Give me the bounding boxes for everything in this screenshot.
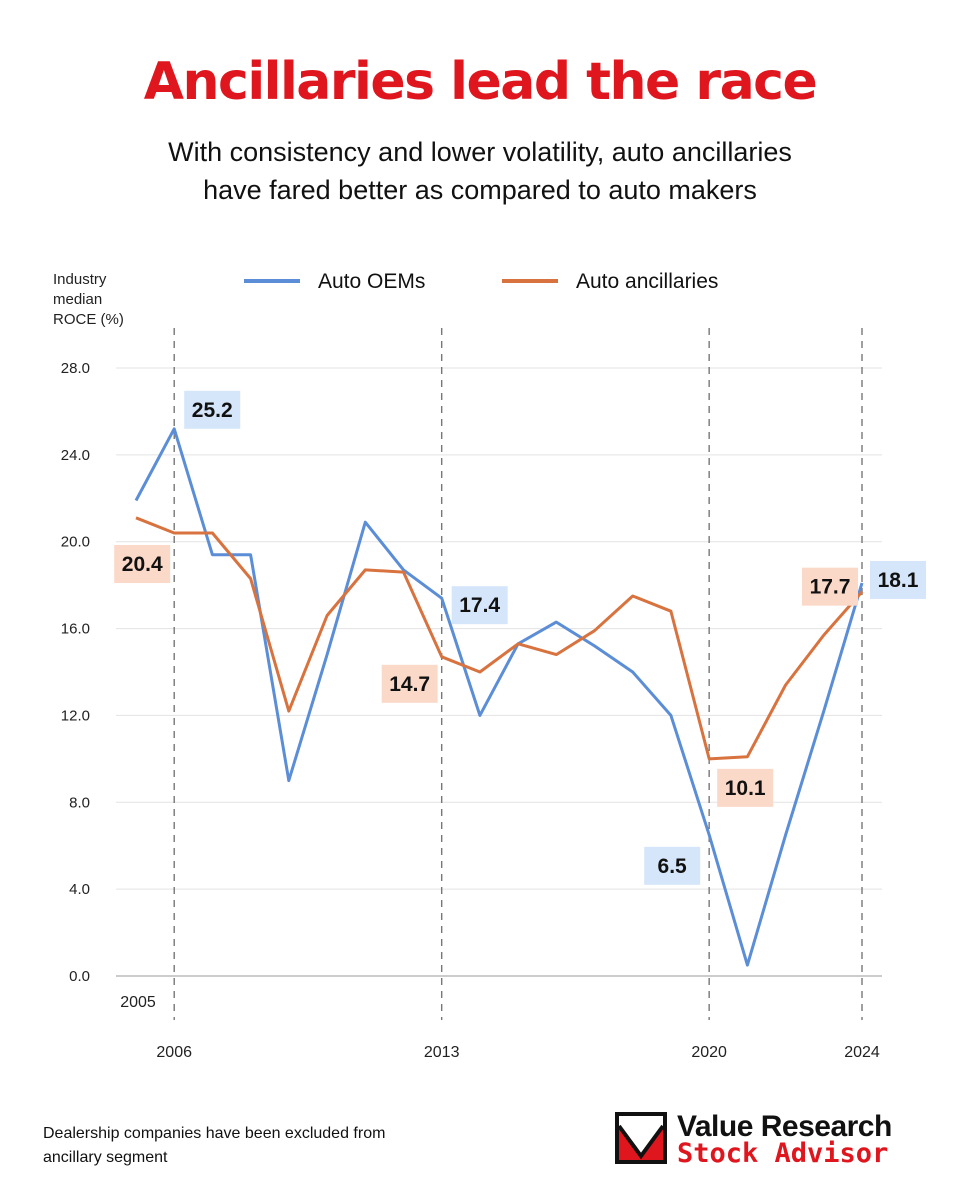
data-label-value: 6.5 [658, 855, 688, 878]
data-point [210, 531, 214, 535]
data-point [325, 614, 329, 618]
data-label-box [644, 846, 701, 885]
x-tick-label: 2020 [691, 1044, 727, 1061]
data-label-value: 17.7 [810, 576, 851, 599]
brand-name: Value Research [677, 1110, 892, 1143]
data-label-value: 14.7 [389, 673, 430, 696]
data-point [554, 653, 558, 657]
data-label-box [717, 768, 774, 807]
data-point [860, 581, 864, 585]
data-point [401, 570, 405, 574]
chart-title: Ancillaries lead the race [143, 52, 818, 112]
data-point [822, 709, 826, 713]
brand-logo: Value Research Stock Advisor [615, 1110, 935, 1170]
data-point [669, 609, 673, 613]
data-label-value: 25.2 [192, 399, 233, 422]
data-label: 17.7 [802, 567, 858, 606]
x-tick-label: 2024 [844, 1044, 880, 1061]
data-label-box [802, 567, 858, 606]
chart-subtitle: With consistency and lower volatility, a… [0, 133, 960, 209]
data-label: 10.1 [717, 768, 774, 807]
y-tick-label: 20.0 [61, 534, 90, 551]
data-point [440, 596, 444, 600]
data-point [478, 713, 482, 717]
data-point [707, 833, 711, 837]
data-point [363, 568, 367, 572]
data-label: 18.1 [870, 560, 926, 599]
y-tick-label: 12.0 [61, 707, 90, 724]
data-label-value: 10.1 [725, 777, 766, 800]
legend-label: Auto OEMs [318, 270, 425, 293]
brand-product: Stock Advisor [677, 1138, 889, 1169]
data-point [860, 590, 864, 594]
data-point [287, 709, 291, 713]
data-point [134, 516, 138, 520]
data-point [440, 655, 444, 659]
data-point [631, 594, 635, 598]
data-point [784, 833, 788, 837]
y-axis-label: ROCE (%) [53, 311, 124, 328]
data-point [516, 642, 520, 646]
data-point [478, 670, 482, 674]
data-label-value: 18.1 [878, 569, 919, 592]
data-point [745, 755, 749, 759]
series-line [134, 427, 864, 967]
data-label: 17.4 [451, 586, 508, 625]
y-tick-label: 16.0 [61, 621, 90, 638]
data-point [325, 653, 329, 657]
data-point [172, 427, 176, 431]
data-label: 25.2 [184, 390, 241, 429]
data-point [707, 757, 711, 761]
data-point [134, 498, 138, 502]
legend-label: Auto ancillaries [576, 270, 718, 293]
data-point [210, 553, 214, 557]
data-label-value: 17.4 [459, 594, 500, 617]
data-point [287, 779, 291, 783]
data-label: 14.7 [381, 664, 438, 703]
data-point [784, 683, 788, 687]
data-label: 20.4 [114, 545, 171, 584]
data-label-box [184, 390, 241, 429]
data-point [554, 620, 558, 624]
y-tick-label: 4.0 [69, 881, 90, 898]
data-point [363, 520, 367, 524]
footnote-line-1: Dealership companies have been excluded … [43, 1125, 386, 1142]
data-point [249, 553, 253, 557]
y-axis-label: Industry [53, 271, 107, 288]
data-point [669, 713, 673, 717]
data-label-box [451, 586, 508, 625]
data-label-value: 20.4 [122, 553, 163, 576]
y-tick-label: 24.0 [61, 447, 90, 464]
subtitle-line-1: With consistency and lower volatility, a… [168, 137, 792, 167]
y-axis-label: median [53, 291, 102, 308]
checkmark-logo-icon [615, 1112, 667, 1164]
line-chart: 0.0 4.0 8.0 12.0 16.0 20.0 24.0 28.0 Industry med… [53, 270, 926, 1061]
footnote-line-2: ancillary segment [43, 1149, 168, 1166]
data-point [631, 670, 635, 674]
y-tick-label: 28.0 [61, 360, 90, 377]
data-point [593, 644, 597, 648]
data-point [172, 531, 176, 535]
x-tick-label: 2005 [120, 994, 156, 1011]
data-point [822, 633, 826, 637]
subtitle-line-2: have fared better as compared to auto ma… [203, 175, 757, 205]
y-tick-label: 0.0 [69, 968, 90, 985]
x-tick-label: 2013 [424, 1044, 460, 1061]
footnote: Dealership companies have been excluded … [43, 1122, 483, 1170]
data-label: 6.5 [644, 846, 701, 885]
data-point [593, 629, 597, 633]
data-point [745, 963, 749, 967]
data-label-box [870, 560, 926, 599]
data-label-box [381, 664, 438, 703]
data-point [249, 577, 253, 581]
data-label-box [114, 545, 171, 584]
x-tick-label: 2006 [156, 1044, 192, 1061]
series-line [135, 516, 864, 761]
y-tick-label: 8.0 [69, 794, 90, 811]
